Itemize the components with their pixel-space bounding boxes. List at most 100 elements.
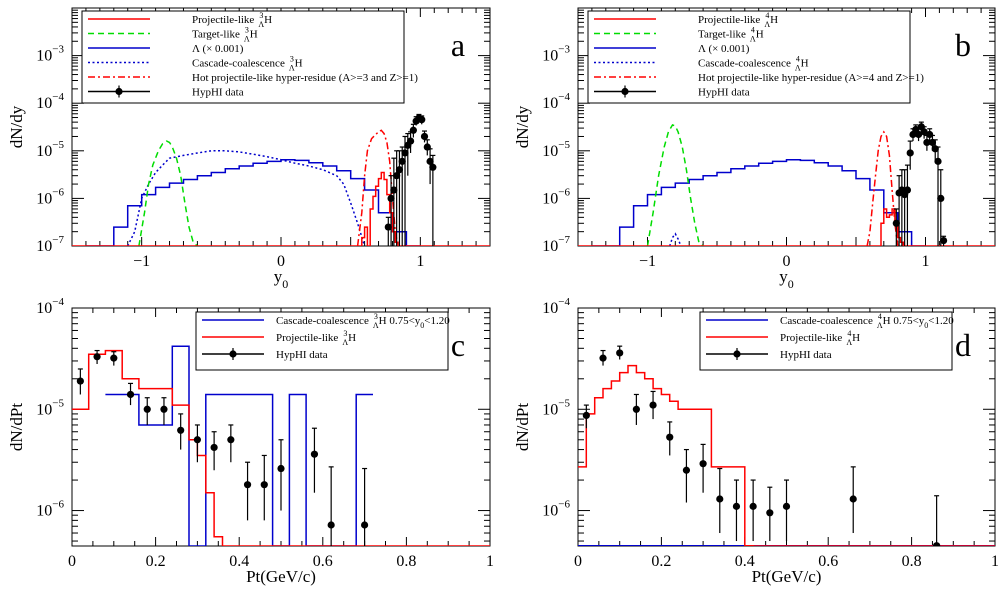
series-line (105, 345, 373, 546)
data-point (398, 157, 406, 165)
data-point (418, 116, 426, 124)
data-point (934, 157, 942, 165)
x-tick-label: 1 (416, 253, 424, 270)
data-point (782, 502, 791, 510)
y-tick-label: 10−7 (36, 234, 64, 255)
data-point (749, 502, 757, 510)
data-point (937, 194, 945, 202)
data-point (582, 411, 590, 420)
panel-c: 0 0.2 0.4 0.6 0.8 1 10−6 10−5 10−4 Pt(GeV/c) dN/dP… (7, 296, 494, 586)
legend: Cascade-coalescence 4 ΛH 0.75<y0<1.20Proje… (699, 311, 954, 371)
data-point (401, 149, 409, 157)
legend-entry: Target-like 4 ΛH (698, 26, 764, 44)
x-tick-label: 0 (277, 253, 285, 270)
data-point (716, 495, 724, 503)
y-tick-label: 10−4 (542, 296, 570, 317)
legend-entry: Projectile-like 4 ΛH (780, 329, 860, 347)
series-line (591, 158, 926, 246)
plot-area (578, 121, 995, 246)
y-tick-label: 10−5 (36, 397, 64, 418)
data-point (766, 509, 774, 517)
data-point (903, 186, 912, 194)
series-line (578, 364, 995, 546)
legend-entry: Hot projectile-like hyper-residue (A>=4 … (698, 72, 924, 84)
data-point (387, 194, 395, 202)
legend-entry: Λ (× 0.001) (192, 43, 244, 55)
x-tick-label: 0.2 (146, 553, 166, 570)
x-tick-label: 0.8 (902, 553, 922, 570)
x-tick-label: 0.6 (313, 553, 333, 570)
x-tick-label: 1 (991, 553, 999, 570)
data-point (393, 172, 401, 180)
plot-area (578, 345, 995, 546)
panel-label: c (451, 327, 465, 363)
y-tick-label: 10−4 (36, 91, 64, 112)
x-tick-label: 0.6 (818, 553, 838, 570)
legend-box (81, 10, 405, 104)
data-point (928, 138, 937, 147)
data-point (243, 481, 252, 489)
y-axis-label: dN/dy (513, 105, 532, 148)
data-point (892, 219, 900, 227)
legend-entry: Λ (× 0.001) (698, 43, 750, 55)
plot-area (72, 345, 490, 546)
series-line (138, 140, 198, 246)
x-axis-label: y0 (779, 267, 794, 291)
legend-entry: Projectile-like 3 ΛH (192, 11, 272, 29)
y-axis-label: dN/dPt (513, 403, 532, 451)
y-tick-label: 10−6 (542, 186, 570, 207)
y-tick-label: 10−4 (542, 91, 570, 112)
data-point (906, 149, 914, 157)
data-point (649, 401, 657, 409)
data-point (406, 137, 415, 145)
legend-box (587, 10, 911, 104)
data-point (277, 464, 285, 473)
data-point (429, 163, 437, 171)
data-point (409, 126, 417, 134)
x-tick-label: 1 (922, 253, 930, 270)
legend-entry: Projectile-like 4 ΛH (698, 11, 778, 29)
data-point (384, 223, 392, 231)
x-tick-label: −1 (133, 253, 150, 270)
y-tick-label: 10−5 (542, 139, 570, 160)
legend-entry: HypHI data (192, 87, 244, 99)
data-point (732, 502, 741, 510)
series-line (646, 123, 704, 246)
data-point (395, 166, 404, 174)
y-tick-label: 10−6 (36, 186, 64, 207)
y-axis-label: dN/dPt (7, 403, 26, 451)
legend-entry: Cascade-coalescence 4 ΛH 0.75<y0<1.20 (780, 312, 954, 330)
panel-label: b (955, 27, 971, 63)
data-point (420, 132, 429, 141)
data-point (426, 157, 434, 165)
x-tick-label: 0.4 (229, 553, 249, 570)
panel-a: −1 0 1 10−7 10−6 10−5 10−4 10−3 y0 dN/dy a Projecti… (7, 7, 491, 291)
series-line (72, 171, 490, 246)
x-axis-label: Pt(GeV/c) (246, 567, 316, 586)
legend-entry: Hot projectile-like hyper-residue (A>=3 … (192, 72, 418, 84)
panel-label: d (955, 327, 971, 363)
legend: Cascade-coalescence 3 ΛH 0.75<y0<1.20Proje… (195, 311, 450, 371)
data-point (616, 349, 624, 357)
x-tick-label: −1 (639, 253, 656, 270)
x-tick-label: 0.8 (396, 553, 416, 570)
legend-entry: HypHI data (698, 87, 750, 99)
series-line (72, 349, 490, 546)
x-axis-label: y0 (274, 267, 289, 291)
data-point (160, 405, 168, 413)
data-point (126, 390, 135, 399)
data-point (933, 542, 941, 546)
data-point (682, 466, 691, 474)
data-point (110, 354, 118, 362)
y-tick-label: 10−3 (36, 44, 64, 65)
panel-b: −1 0 1 10−7 10−6 10−5 10−4 10−3 y0 dN/dy b Projecti… (513, 7, 996, 291)
y-tick-label: 10−4 (36, 296, 64, 317)
x-tick-label: 0 (574, 553, 582, 570)
series-line (866, 130, 899, 246)
legend-box (195, 311, 449, 371)
x-tick-label: 0 (68, 553, 76, 570)
data-point (849, 495, 857, 503)
